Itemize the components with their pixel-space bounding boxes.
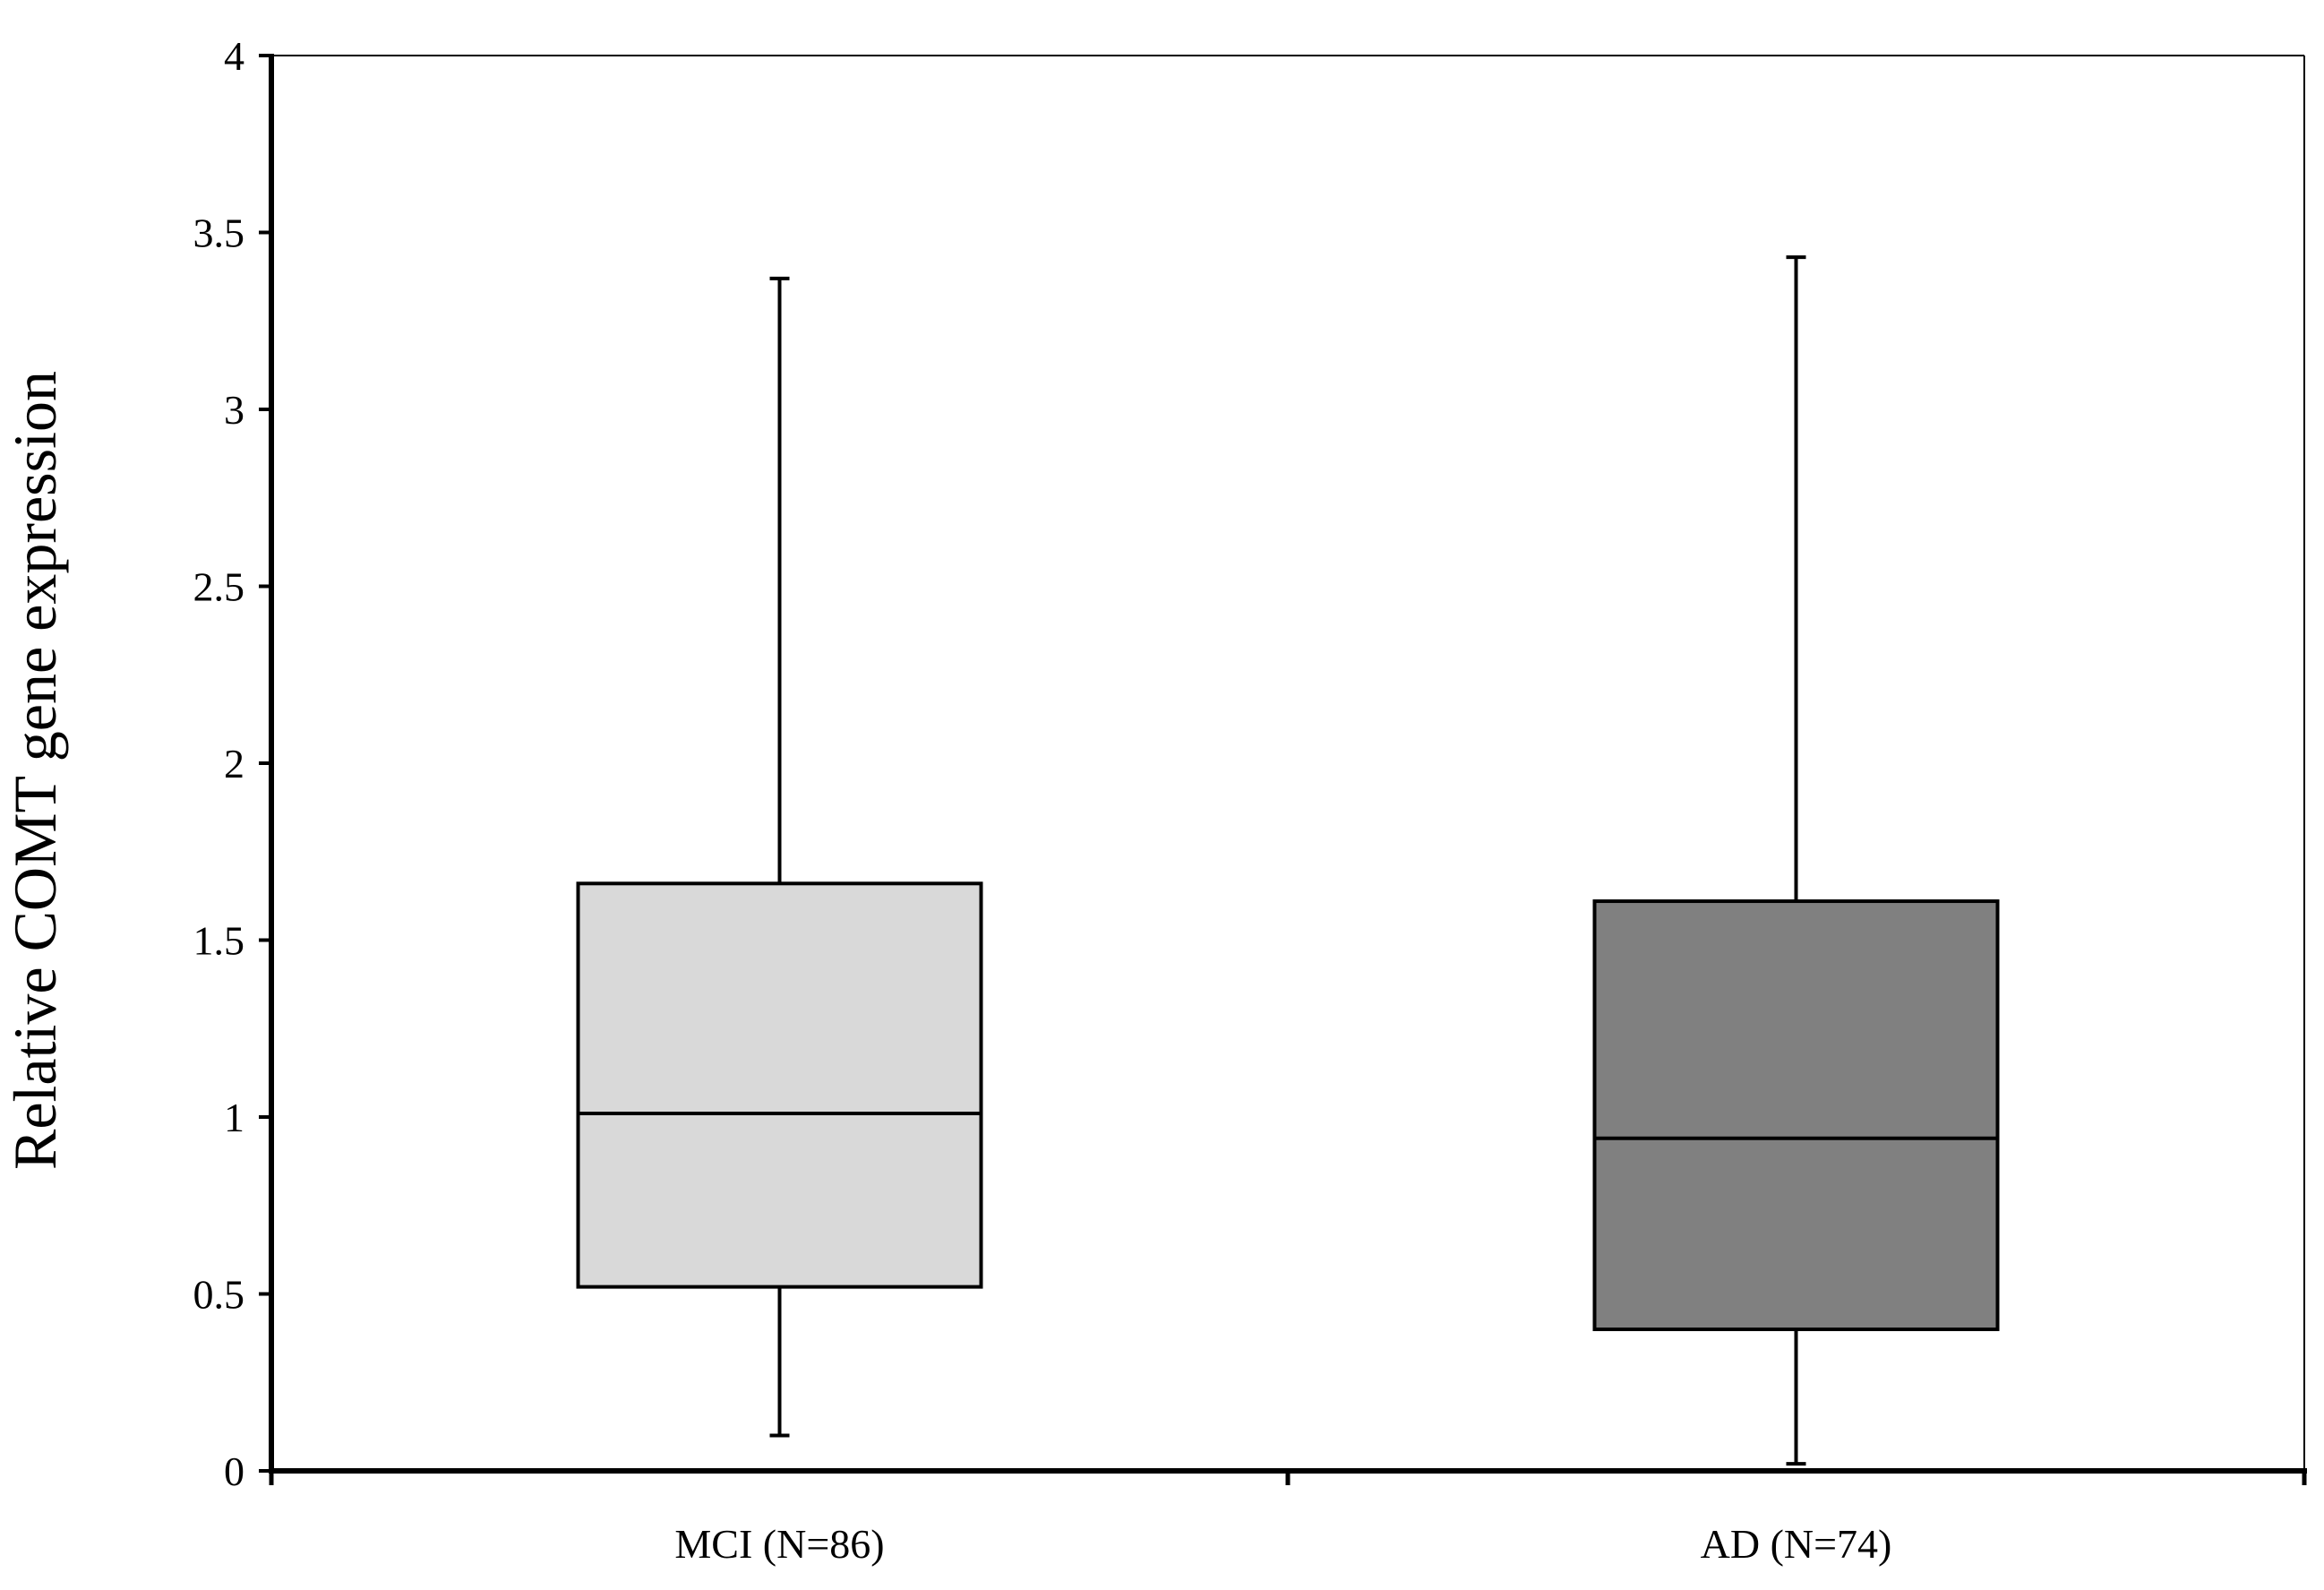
plot-frame: [271, 55, 2305, 1471]
y-tick-label: 4: [224, 33, 244, 79]
y-tick-label: 1: [224, 1095, 244, 1140]
box-group: [576, 276, 983, 1438]
box-iqr: [1592, 899, 2000, 1331]
y-tick-label: 2: [224, 741, 244, 786]
y-tick-label: 3.5: [193, 211, 245, 256]
y-tick-label: 2.5: [193, 564, 245, 610]
y-tick-label: 0.5: [193, 1272, 245, 1318]
y-axis: 0 0.5 1 1.5 2 2.5 3 3.5 4: [193, 33, 274, 1494]
y-tick-label: 3: [224, 387, 244, 433]
y-tick-label: 1.5: [193, 918, 245, 964]
y-tick-label: 0: [224, 1448, 244, 1494]
x-axis: MCI (N=86) AD (N=74): [269, 1468, 2307, 1567]
box-series: [576, 255, 2000, 1466]
x-category-label: AD (N=74): [1701, 1521, 1892, 1567]
box-iqr: [576, 881, 983, 1289]
x-category-label: MCI (N=86): [674, 1521, 884, 1567]
box-group: [1592, 255, 2000, 1466]
y-axis-title: Relative COMT gene expression: [1, 371, 69, 1170]
